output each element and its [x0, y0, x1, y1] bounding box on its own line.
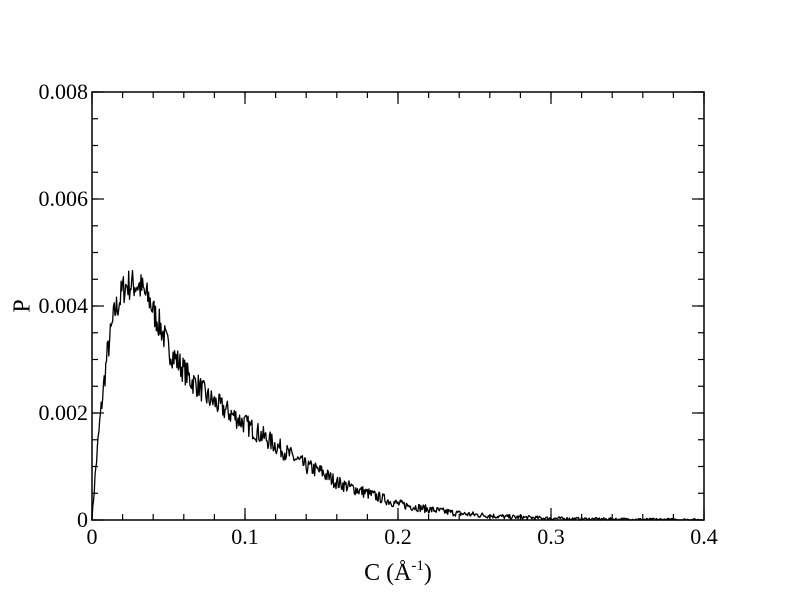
x-tick-label: 0.4	[690, 524, 718, 549]
x-tick-label: 0.1	[231, 524, 259, 549]
x-tick-label: 0	[87, 524, 98, 549]
x-tick-label: 0.3	[537, 524, 565, 549]
x-axis-label: C (Å-1)	[364, 558, 432, 586]
x-axis-label-close: )	[424, 560, 432, 586]
y-tick-label: 0.004	[39, 293, 89, 318]
y-tick-label: 0.006	[39, 186, 89, 211]
x-axis-label-exponent: -1	[411, 558, 424, 574]
series-line	[91, 269, 705, 521]
tick-labels-layer: 0 0.1 0.2 0.3 0.4 0 0.002 0.004 0.006 0.008	[39, 79, 718, 549]
ticks-layer	[91, 91, 705, 521]
y-axis-label: P	[10, 299, 36, 312]
x-tick-label: 0.2	[384, 524, 412, 549]
x-axis-label-main: C (Å	[364, 560, 412, 586]
plot-frame	[91, 91, 705, 521]
y-tick-label: 0.002	[39, 400, 89, 425]
y-tick-label: 0.008	[39, 79, 89, 104]
y-tick-label: 0	[77, 507, 88, 532]
